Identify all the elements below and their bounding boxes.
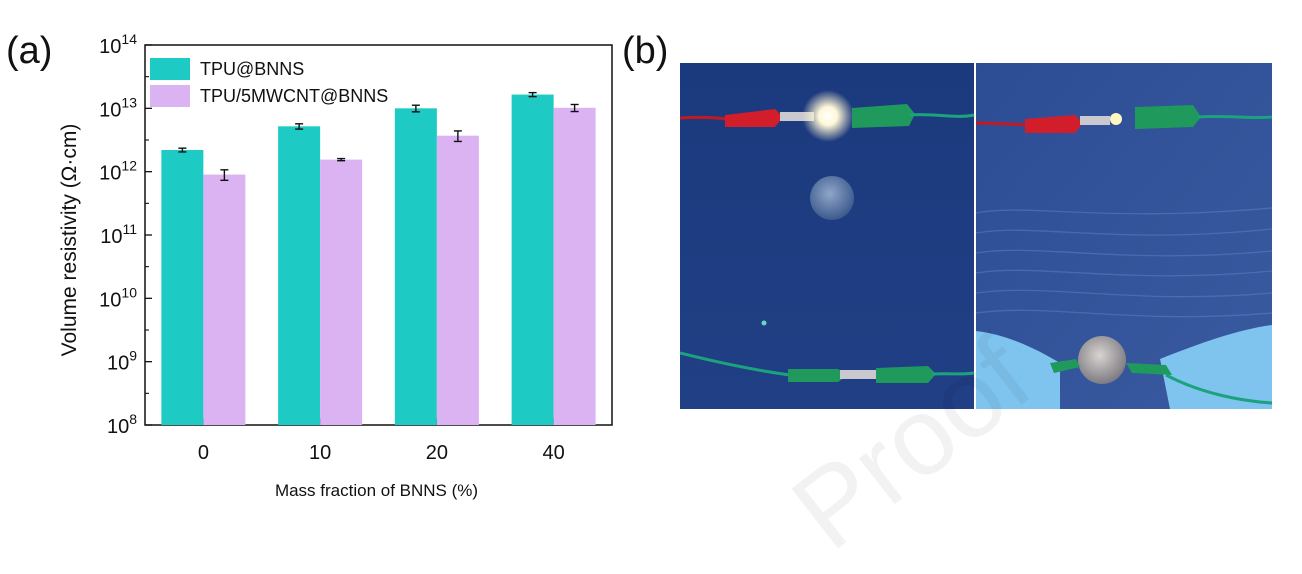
y-tick-label: 1011 — [100, 221, 137, 248]
green-clip — [852, 104, 915, 128]
y-tick-label: 1014 — [99, 31, 137, 58]
led-glow — [802, 90, 854, 142]
legend-swatch — [150, 58, 190, 80]
bar — [320, 159, 363, 426]
legend-label: TPU/5MWCNT@BNNS — [200, 86, 388, 106]
panel-label-a: (a) — [6, 30, 53, 72]
red-clip — [725, 109, 783, 127]
bar-chart: 108 109 1010 1011 1012 1013 1014 Volume resisti… — [58, 31, 613, 500]
x-axis-label: Mass fraction of BNNS (%) — [275, 481, 478, 500]
glove-left — [976, 331, 1060, 409]
x-tick-label: 40 — [543, 442, 565, 464]
bar — [161, 149, 204, 425]
coin-right — [1078, 336, 1126, 384]
led-circuit-photo — [679, 63, 1273, 409]
glove-right — [1160, 325, 1272, 409]
panel-label-b: (b) — [622, 30, 669, 72]
y-tick-label: 1012 — [99, 158, 137, 185]
demo-photo — [679, 63, 1273, 409]
bar — [553, 107, 596, 425]
bar — [436, 135, 479, 426]
x-tick-label: 20 — [426, 442, 448, 464]
legend-swatch — [150, 85, 190, 107]
y-axis-label: Volume resistivity (Ω·cm) — [58, 124, 81, 357]
bar — [394, 108, 437, 425]
x-tick-label: 0 — [198, 442, 209, 464]
y-tick-label: 109 — [107, 348, 137, 375]
x-tick-label: 10 — [309, 442, 331, 464]
y-tick-label: 1010 — [99, 284, 137, 311]
bar — [511, 94, 554, 425]
coin — [810, 176, 854, 220]
y-tick-label: 1013 — [99, 94, 137, 121]
y-tick-label: 108 — [107, 411, 137, 438]
bar — [203, 174, 246, 425]
legend-label: TPU@BNNS — [200, 59, 304, 79]
bar — [278, 126, 321, 425]
